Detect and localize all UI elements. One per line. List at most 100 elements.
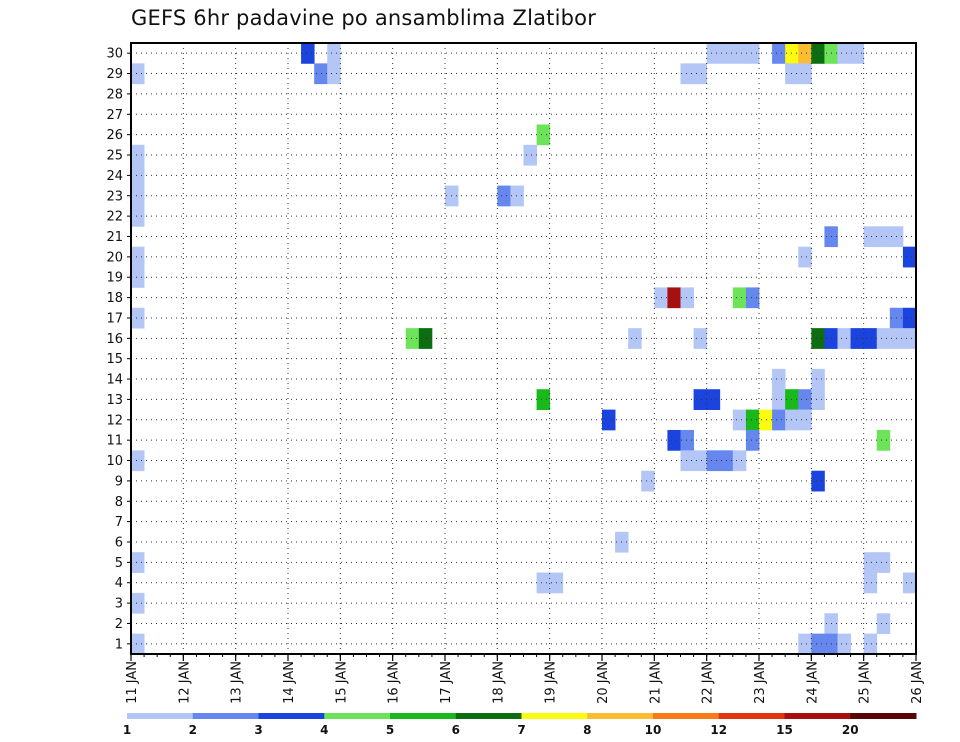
cell-member-29-step-14: [314, 63, 328, 85]
cell-member-29-step-43: [693, 63, 708, 85]
y-tick-label: 26: [106, 128, 123, 143]
grid-lines: [131, 43, 916, 654]
legend-swatch: [324, 713, 391, 719]
legend-swatch: [521, 713, 588, 719]
y-tick-label: 21: [106, 230, 123, 245]
cell-member-13-step-49: [772, 389, 786, 410]
cell-member-4-step-59: [902, 572, 917, 594]
cell-member-13-step-44: [706, 389, 721, 410]
cell-member-12-step-49: [772, 409, 786, 431]
cell-member-26-step-31: [536, 124, 551, 146]
x-tick-label: 23 JAN: [753, 661, 768, 704]
cell-member-18-step-46: [732, 287, 747, 309]
cell-member-30-step-13: [301, 43, 315, 64]
y-tick-label: 28: [106, 87, 123, 102]
cell-member-1-step-54: [837, 633, 851, 655]
y-tick-label: 15: [106, 352, 123, 367]
x-tick-label: 22 JAN: [701, 661, 716, 704]
x-tick-label: 17 JAN: [439, 661, 454, 704]
cell-member-16-step-59: [902, 328, 917, 349]
cell-member-1-step-56: [863, 633, 878, 655]
cell-member-16-step-21: [405, 328, 420, 349]
x-tick-label: 13 JAN: [230, 661, 245, 704]
y-tick-label: 5: [115, 556, 123, 571]
y-tick-label: 10: [106, 454, 123, 469]
cell-member-5-step-56: [863, 552, 878, 573]
cell-member-19-step-0: [131, 267, 145, 288]
x-tick-label: 25 JAN: [858, 661, 873, 704]
y-tick-label: 1: [115, 637, 123, 652]
y-tick-label: 6: [115, 535, 123, 550]
cell-member-30-step-15: [327, 43, 341, 64]
legend-swatch: [850, 713, 917, 719]
cell-member-29-step-42: [680, 63, 694, 85]
precipitation-cells: [131, 43, 917, 655]
cell-member-12-step-51: [798, 409, 812, 431]
cell-member-10-step-46: [732, 450, 747, 472]
cell-member-23-step-28: [497, 185, 511, 207]
y-tick-label: 30: [106, 47, 123, 62]
y-tick-label: 29: [106, 67, 123, 82]
cell-member-16-step-52: [811, 328, 825, 349]
cell-member-10-step-42: [680, 450, 694, 472]
y-tick-label: 13: [106, 393, 123, 408]
y-tick-label: 8: [115, 495, 123, 510]
legend-label: 6: [452, 723, 460, 737]
cell-member-12-step-47: [745, 409, 760, 431]
y-tick-label: 9: [115, 474, 123, 489]
y-tick-label: 17: [106, 311, 123, 326]
cell-member-10-step-44: [706, 450, 721, 472]
cell-member-16-step-43: [693, 328, 708, 349]
legend-swatch: [127, 713, 194, 719]
cell-member-16-step-57: [876, 328, 891, 349]
cell-member-4-step-56: [863, 572, 878, 594]
legend-label: 12: [710, 723, 727, 737]
y-axis: 1234567891011121314151617181920212223242…: [106, 47, 131, 652]
cell-member-24-step-0: [131, 165, 145, 186]
y-tick-label: 4: [115, 576, 123, 591]
cell-member-16-step-54: [837, 328, 851, 349]
cell-member-29-step-51: [798, 63, 812, 85]
cell-member-18-step-41: [667, 287, 681, 309]
y-tick-label: 24: [106, 169, 123, 184]
legend-label: 15: [776, 723, 793, 737]
legend-label: 8: [583, 723, 591, 737]
x-tick-label: 24 JAN: [805, 661, 820, 704]
y-tick-label: 19: [106, 271, 123, 286]
legend-swatch: [192, 713, 259, 719]
cell-member-18-step-47: [745, 287, 760, 309]
legend-label: 3: [254, 723, 262, 737]
cell-member-30-step-47: [745, 43, 760, 64]
legend-swatch: [258, 713, 325, 719]
legend-swatch: [653, 713, 720, 719]
cell-member-11-step-57: [876, 429, 891, 451]
cell-member-13-step-51: [798, 389, 812, 410]
cell-member-13-step-31: [536, 389, 551, 410]
cell-member-3-step-0: [131, 592, 145, 614]
y-tick-label: 2: [115, 617, 123, 632]
cell-member-13-step-52: [811, 389, 825, 410]
legend-swatch: [718, 713, 785, 719]
x-tick-label: 21 JAN: [648, 661, 663, 704]
legend-swatch: [784, 713, 851, 719]
x-tick-label: 26 JAN: [910, 661, 925, 704]
cell-member-17-step-59: [902, 307, 917, 329]
legend-label: 2: [189, 723, 197, 737]
x-tick-label: 12 JAN: [177, 661, 192, 704]
y-tick-label: 25: [106, 149, 123, 164]
cell-member-1-step-51: [798, 633, 812, 655]
y-tick-label: 3: [115, 597, 123, 612]
legend-label: 7: [517, 723, 525, 737]
y-tick-label: 18: [106, 291, 123, 306]
cell-member-16-step-22: [418, 328, 433, 349]
legend-label: 1: [123, 723, 131, 737]
cell-member-30-step-44: [706, 43, 721, 64]
cell-member-23-step-0: [131, 185, 145, 207]
cell-member-21-step-56: [863, 226, 878, 248]
plot-frame: [130, 42, 917, 655]
x-tick-label: 20 JAN: [596, 661, 611, 704]
y-tick-label: 11: [106, 434, 123, 449]
x-tick-label: 11 JAN: [125, 661, 140, 704]
cell-member-11-step-41: [667, 429, 681, 451]
cell-member-5-step-57: [876, 552, 891, 573]
